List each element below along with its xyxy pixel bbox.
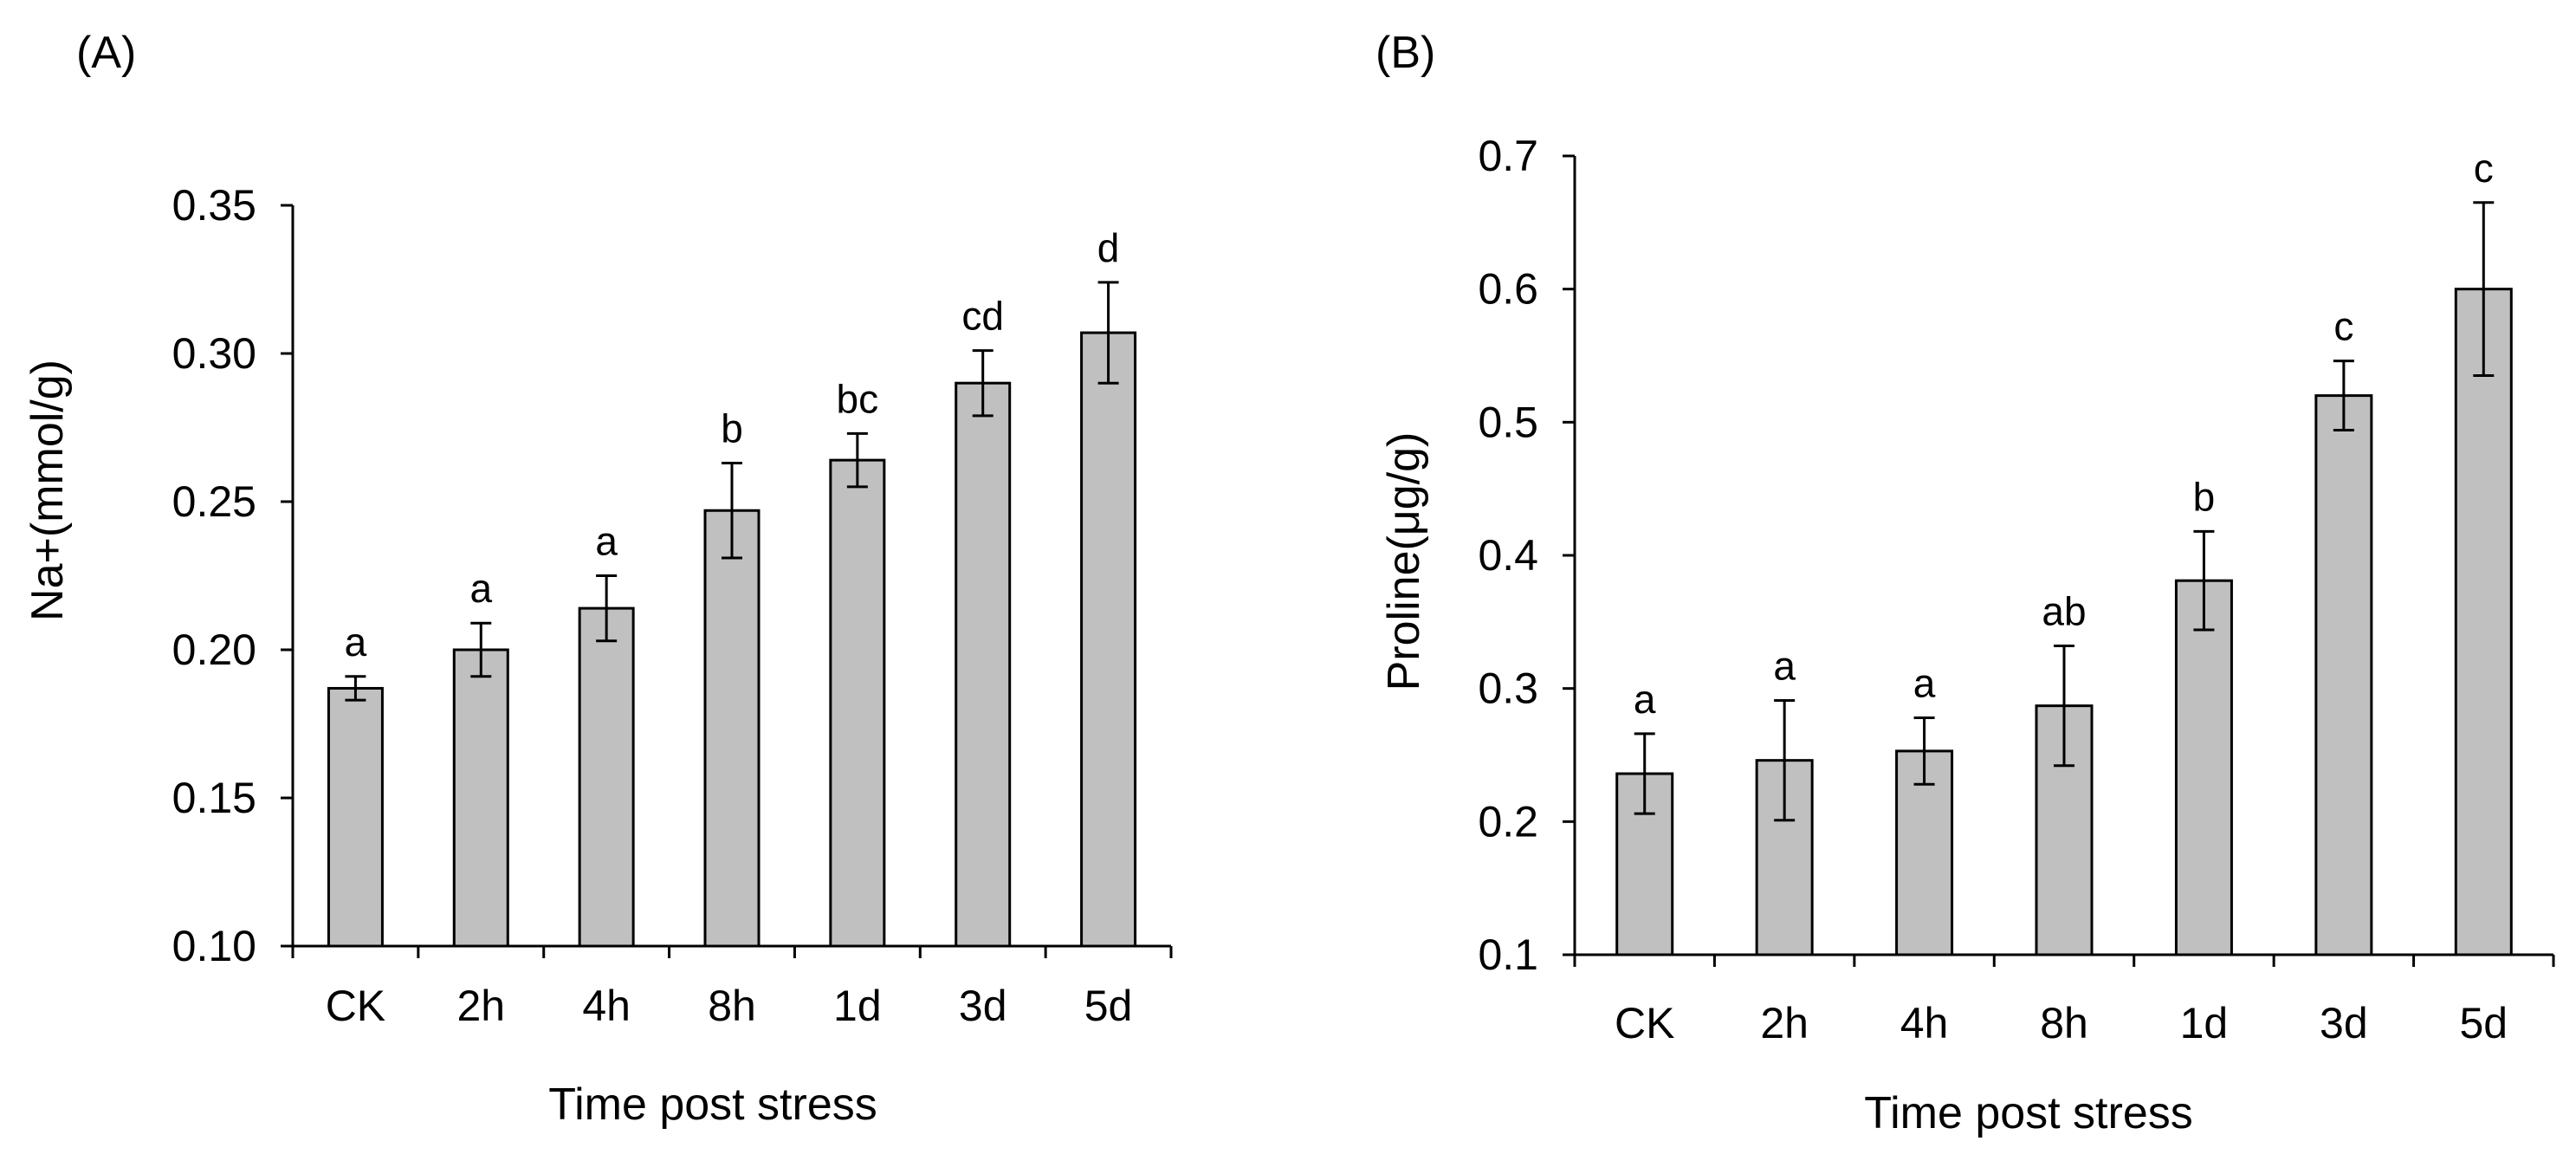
- panel-b-bar-3d: [2314, 394, 2373, 956]
- panel-b-y-tick-label: 0.4: [1478, 531, 1538, 580]
- panel-b-y-tick-label: 0.3: [1478, 665, 1538, 713]
- panel-a-error-bar-5d: [1097, 281, 1119, 385]
- panel-b-bar-1d: [2174, 579, 2233, 956]
- panel-a-error-bar-3d: [972, 349, 994, 418]
- panel-a-x-tick-label: 8h: [708, 982, 756, 1030]
- panel-a-error-bar-CK: [345, 675, 366, 702]
- panel-b-bar-5d: [2454, 288, 2513, 956]
- panel-b-y-tick-label: 0.6: [1478, 265, 1538, 314]
- panel-a-label: (A): [76, 28, 136, 78]
- panel-b-plot-area: 0.1 0.2 0.3 0.4 0.5 0.6 0.7 a CK a 2h a 4h ab 8h b 1d c 3d…: [1478, 132, 2555, 1047]
- panel-b-y-tick-label: 0.1: [1478, 930, 1538, 979]
- panel-b-x-tick-label: 4h: [1900, 999, 1949, 1047]
- panel-a-x-axis-title: Time post stress: [548, 1079, 877, 1130]
- panel-a-significance-label: a: [469, 566, 492, 611]
- panel-a-error-bar-2h: [470, 621, 492, 678]
- panel-a: (A) Na+(mmol/g) Time post stress 0.100.1…: [23, 28, 1173, 1130]
- panel-a-significance-label: d: [1097, 225, 1120, 270]
- panel-a-y-tick-label: 0.30: [172, 329, 256, 378]
- panel-a-y-tick-label: 0.35: [172, 181, 256, 230]
- panel-b-x-tick-label: 3d: [2320, 999, 2368, 1047]
- panel-b-y-tick-label: 0.5: [1478, 398, 1538, 446]
- panel-b-label: (B): [1375, 28, 1435, 78]
- panel-b-y-tick-label: 0.2: [1478, 797, 1538, 846]
- panel-a-x-tick-label: 1d: [833, 982, 882, 1030]
- panel-a-bar-5d: [1080, 331, 1137, 948]
- panel-a-bar-8h: [703, 509, 761, 948]
- panel-a-y-axis-title: Na+(mmol/g): [23, 360, 73, 621]
- panel-b-error-bar-4h: [1913, 716, 1935, 786]
- panel-b-x-tick-label: 8h: [2040, 999, 2088, 1047]
- panel-a-significance-label: b: [721, 406, 743, 451]
- panel-a-x-tick-label: CK: [326, 982, 385, 1030]
- panel-b-error-bar-8h: [2054, 644, 2074, 768]
- panel-b-error-bar-1d: [2193, 529, 2215, 632]
- panel-b-bar-CK: [1615, 772, 1674, 956]
- panel-b-significance-label: c: [2333, 304, 2353, 349]
- panel-a-significance-label: bc: [837, 376, 879, 421]
- panel-b: (B) Proline(μg/g) Time post stress 0.10.…: [1375, 28, 2555, 1138]
- panel-b-x-axis-title: Time post stress: [1864, 1088, 2193, 1138]
- panel-b-x-tick-label: 2h: [1760, 999, 1809, 1047]
- panel-b-error-bar-5d: [2473, 201, 2495, 378]
- panel-a-bar-1d: [829, 458, 886, 948]
- panel-a-bar-4h: [578, 606, 635, 948]
- panel-a-error-bar-1d: [846, 431, 868, 489]
- panel-b-y-tick-label: 0.7: [1478, 132, 1538, 180]
- panel-a-plot-area: 0.10 0.15 0.20 0.25 0.30 0.35 a CK a 2h a 4h b 8h bc 1d…: [172, 181, 1173, 1030]
- panel-b-significance-label: c: [2474, 146, 2494, 191]
- panel-b-y-axis-title: Proline(μg/g): [1379, 432, 1429, 691]
- panel-a-x-tick-label: 5d: [1084, 982, 1133, 1030]
- panel-a-bar-CK: [327, 686, 384, 948]
- panel-b-x-tick-label: 5d: [2459, 999, 2508, 1047]
- panel-b-x-tick-label: 1d: [2180, 999, 2229, 1047]
- panel-a-x-tick-label: 3d: [959, 982, 1007, 1030]
- panel-b-significance-label: a: [1634, 677, 1656, 722]
- panel-a-x-tick-label: 4h: [582, 982, 631, 1030]
- panel-b-significance-label: ab: [2042, 588, 2086, 633]
- panel-b-significance-label: a: [1773, 643, 1796, 688]
- panel-a-significance-label: a: [345, 619, 367, 665]
- panel-a-significance-label: a: [595, 519, 618, 564]
- panel-b-error-bar-2h: [1774, 698, 1796, 822]
- panel-a-error-bar-4h: [596, 574, 618, 643]
- panel-a-x-tick-label: 2h: [456, 982, 505, 1030]
- panel-a-y-tick-label: 0.10: [172, 922, 256, 970]
- panel-a-significance-label: cd: [961, 294, 1004, 339]
- panel-b-error-bar-CK: [1634, 732, 1655, 815]
- panel-b-significance-label: a: [1913, 660, 1936, 705]
- panel-b-error-bar-3d: [2333, 360, 2354, 432]
- panel-a-bar-3d: [955, 381, 1012, 948]
- panel-b-significance-label: b: [2193, 474, 2216, 519]
- panel-a-y-tick-label: 0.15: [172, 774, 256, 822]
- panel-a-bar-2h: [452, 648, 509, 948]
- panel-a-y-tick-label: 0.25: [172, 477, 256, 526]
- panel-a-error-bar-8h: [722, 462, 742, 560]
- panel-b-x-tick-label: CK: [1615, 999, 1674, 1047]
- panel-a-y-tick-label: 0.20: [172, 626, 256, 674]
